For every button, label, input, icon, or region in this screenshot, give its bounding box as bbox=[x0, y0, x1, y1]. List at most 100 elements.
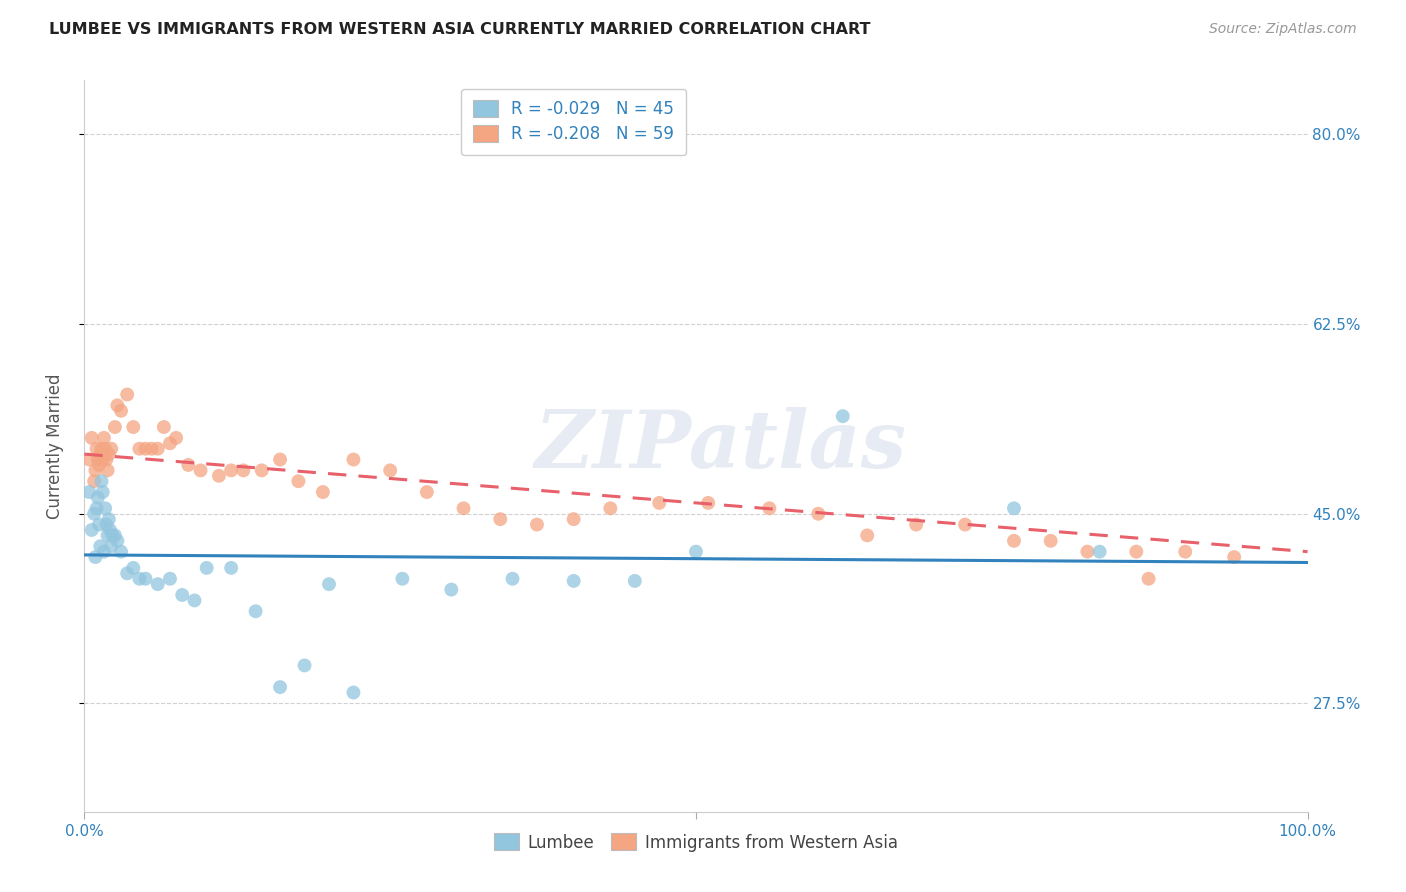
Point bbox=[416, 485, 439, 500]
Point bbox=[831, 409, 853, 424]
Point bbox=[135, 442, 157, 456]
Point bbox=[648, 496, 671, 510]
Point bbox=[86, 442, 108, 456]
Point bbox=[146, 577, 169, 591]
Point bbox=[141, 442, 163, 456]
Point bbox=[146, 442, 169, 456]
Point bbox=[115, 387, 138, 401]
Point bbox=[391, 572, 413, 586]
Point bbox=[287, 474, 309, 488]
Point bbox=[83, 507, 105, 521]
Point bbox=[1039, 533, 1062, 548]
Point bbox=[93, 431, 115, 445]
Point bbox=[100, 442, 122, 456]
Point bbox=[342, 452, 364, 467]
Point bbox=[105, 533, 128, 548]
Point bbox=[245, 604, 267, 618]
Point bbox=[100, 539, 122, 553]
Point bbox=[110, 544, 132, 558]
Point bbox=[97, 512, 120, 526]
Point bbox=[153, 420, 176, 434]
Point bbox=[905, 517, 928, 532]
Point bbox=[953, 517, 976, 532]
Point bbox=[758, 501, 780, 516]
Point bbox=[84, 550, 107, 565]
Point bbox=[135, 572, 157, 586]
Point bbox=[89, 447, 111, 461]
Point bbox=[318, 577, 340, 591]
Point bbox=[1223, 550, 1246, 565]
Point bbox=[562, 512, 585, 526]
Point bbox=[1002, 501, 1025, 516]
Point bbox=[1088, 544, 1111, 558]
Point bbox=[172, 588, 194, 602]
Point bbox=[122, 561, 145, 575]
Point bbox=[165, 431, 187, 445]
Text: Source: ZipAtlas.com: Source: ZipAtlas.com bbox=[1209, 22, 1357, 37]
Point bbox=[526, 517, 548, 532]
Point bbox=[562, 574, 585, 588]
Point bbox=[94, 501, 117, 516]
Point bbox=[190, 463, 212, 477]
Point bbox=[86, 501, 108, 516]
Point bbox=[90, 442, 112, 456]
Point bbox=[269, 452, 291, 467]
Point bbox=[128, 572, 150, 586]
Point bbox=[87, 491, 110, 505]
Point bbox=[1125, 544, 1147, 558]
Point bbox=[294, 658, 316, 673]
Point bbox=[219, 561, 242, 575]
Text: ZIPatlas: ZIPatlas bbox=[534, 408, 907, 484]
Point bbox=[342, 685, 364, 699]
Text: LUMBEE VS IMMIGRANTS FROM WESTERN ASIA CURRENTLY MARRIED CORRELATION CHART: LUMBEE VS IMMIGRANTS FROM WESTERN ASIA C… bbox=[49, 22, 870, 37]
Point bbox=[84, 463, 107, 477]
Point bbox=[1137, 572, 1160, 586]
Point bbox=[208, 468, 231, 483]
Point bbox=[87, 452, 110, 467]
Point bbox=[94, 442, 117, 456]
Point bbox=[128, 442, 150, 456]
Point bbox=[87, 458, 110, 472]
Point bbox=[77, 485, 100, 500]
Point bbox=[80, 523, 103, 537]
Point bbox=[91, 485, 114, 500]
Point bbox=[87, 517, 110, 532]
Point bbox=[453, 501, 475, 516]
Point bbox=[80, 431, 103, 445]
Point bbox=[110, 404, 132, 418]
Point bbox=[159, 436, 181, 450]
Point bbox=[624, 574, 647, 588]
Point bbox=[96, 452, 118, 467]
Point bbox=[312, 485, 335, 500]
Point bbox=[1076, 544, 1098, 558]
Point bbox=[440, 582, 463, 597]
Y-axis label: Currently Married: Currently Married bbox=[45, 373, 63, 519]
Point bbox=[83, 474, 105, 488]
Point bbox=[97, 463, 120, 477]
Point bbox=[159, 572, 181, 586]
Point bbox=[232, 463, 254, 477]
Legend: Lumbee, Immigrants from Western Asia: Lumbee, Immigrants from Western Asia bbox=[488, 827, 904, 858]
Point bbox=[269, 680, 291, 694]
Point bbox=[91, 452, 114, 467]
Point bbox=[122, 420, 145, 434]
Point bbox=[502, 572, 524, 586]
Point bbox=[98, 523, 121, 537]
Point bbox=[89, 539, 111, 553]
Point bbox=[105, 398, 128, 412]
Point bbox=[77, 452, 100, 467]
Point bbox=[856, 528, 879, 542]
Point bbox=[219, 463, 242, 477]
Point bbox=[489, 512, 512, 526]
Point bbox=[96, 517, 118, 532]
Point bbox=[1174, 544, 1197, 558]
Point bbox=[250, 463, 273, 477]
Point bbox=[685, 544, 707, 558]
Point bbox=[90, 474, 112, 488]
Point bbox=[93, 544, 115, 558]
Point bbox=[177, 458, 200, 472]
Point bbox=[807, 507, 830, 521]
Point bbox=[104, 528, 127, 542]
Point bbox=[697, 496, 720, 510]
Point bbox=[380, 463, 402, 477]
